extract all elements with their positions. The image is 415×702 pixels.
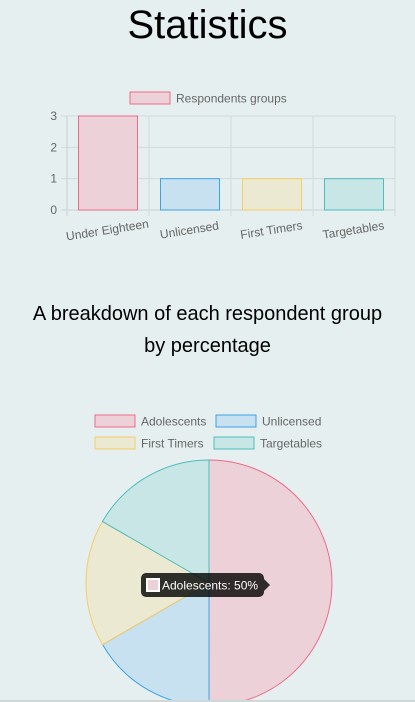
bar-chart-bars [77,115,385,211]
bar-unlicensed[interactable] [159,178,221,211]
legend-label-first-timers: First Timers [141,437,204,451]
x-tick-label-under-eighteen: Under Eighteen [65,217,150,244]
tooltip-label: Adolescents: 50% [162,579,258,593]
tooltip-caret [264,579,270,591]
legend-swatch-respondents-groups [129,91,171,105]
legend-swatch-unlicensed [215,414,257,428]
pie-slice-adolescents[interactable] [208,459,333,702]
legend-label-targetables: Targetables [260,437,322,451]
y-tick-label: 0 [50,203,57,217]
y-tick-label: 3 [50,109,57,123]
legend-label-adolescents: Adolescents [141,415,206,429]
pie-slice-targetables[interactable] [101,459,210,584]
pie-chart: Adolescents Unlicensed First Timers Targeta… [85,414,333,702]
x-tick-label-first-timers: First Timers [239,218,303,242]
pie-slice-unlicensed[interactable] [101,582,210,702]
legend-label-respondents-groups: Respondents groups [176,92,287,106]
bottom-divider [0,700,415,702]
breakdown-heading: A breakdown of each respondent group by … [32,303,383,357]
bar-chart-legend[interactable]: Respondents groups [129,91,287,106]
legend-label-unlicensed: Unlicensed [262,415,321,429]
bar-first-timers[interactable] [241,178,303,211]
pie-chart-legend[interactable]: Adolescents Unlicensed First Timers Targeta… [94,414,322,451]
bar-under-eighteen[interactable] [77,115,139,211]
legend-swatch-adolescents [94,414,136,428]
x-tick-label-targetables: Targetables [322,218,385,242]
y-tick-label: 2 [50,140,57,154]
bar-targetables[interactable] [323,178,385,211]
tooltip-box [141,573,264,597]
legend-swatch-targetables [213,436,255,450]
x-tick-label-unlicensed: Unlicensed [159,218,220,241]
bar-chart-y-axis: 3 2 1 0 [50,109,57,217]
page-title: Statistics [127,3,288,47]
tooltip-swatch [146,578,160,592]
y-tick-label: 1 [50,172,57,186]
pie-tooltip: Adolescents: 50% [141,573,270,597]
legend-swatch-first-timers [94,436,136,450]
bar-chart-x-axis: Under Eighteen Unlicensed First Timers Targ… [65,217,385,244]
